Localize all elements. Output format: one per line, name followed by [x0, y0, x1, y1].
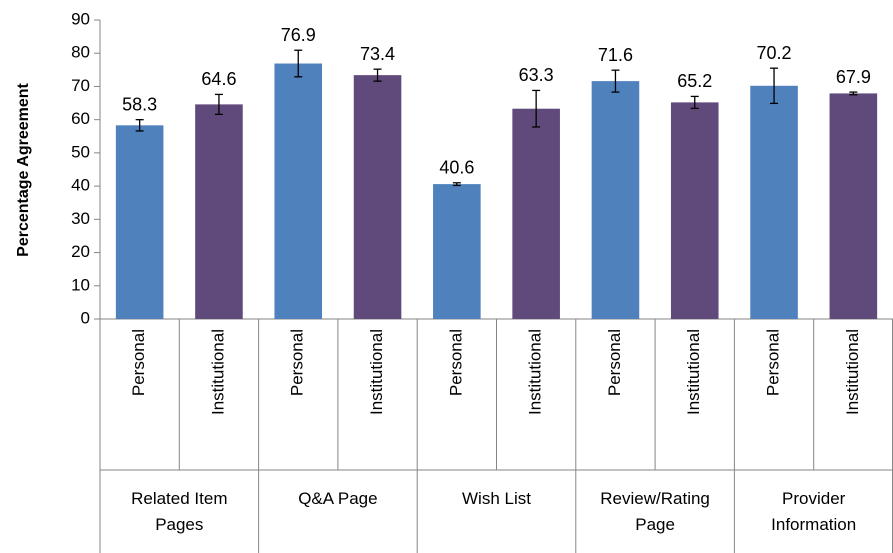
y-axis-title: Percentage Agreement	[15, 82, 32, 256]
bar	[274, 63, 323, 319]
error-bar	[294, 49, 303, 78]
error-bar	[373, 68, 382, 82]
x-tick-label: Institutional	[843, 329, 862, 415]
error-bar	[849, 91, 858, 96]
data-label: 76.9	[281, 25, 316, 45]
error-bar	[770, 67, 779, 105]
data-label: 65.2	[677, 71, 712, 91]
data-label: 63.3	[519, 65, 554, 85]
group-label: Q&A Page	[298, 489, 378, 508]
y-tick-label: 20	[71, 242, 90, 261]
x-tick-label: Personal	[605, 329, 624, 396]
y-tick-label: 10	[71, 275, 90, 294]
error-bar	[214, 93, 223, 116]
bar	[591, 81, 640, 319]
y-tick-label: 0	[81, 308, 90, 327]
bar	[195, 104, 243, 319]
y-tick-label: 30	[71, 209, 90, 228]
group-label: Review/Rating Page	[600, 489, 710, 534]
error-bar	[690, 95, 699, 110]
y-tick-label: 90	[71, 9, 90, 28]
group-label: Provider Information	[771, 489, 857, 534]
y-tick-label: 70	[71, 76, 90, 95]
bar	[670, 102, 719, 319]
y-tick-label: 80	[71, 43, 90, 62]
bar	[750, 85, 798, 319]
error-bar	[135, 119, 144, 132]
x-tick-label: Personal	[288, 329, 307, 396]
data-label: 67.9	[836, 67, 871, 87]
x-tick-label: Personal	[129, 329, 148, 396]
group-label: Wish List	[462, 489, 531, 508]
data-label: 58.3	[122, 94, 157, 114]
data-label: 40.6	[439, 158, 474, 178]
error-bar	[611, 69, 620, 93]
bar	[829, 93, 878, 319]
x-tick-label: Institutional	[208, 329, 227, 415]
data-label: 73.4	[360, 44, 395, 64]
bar	[512, 108, 560, 319]
x-tick-label: Personal	[764, 329, 783, 396]
x-tick-label: Personal	[446, 329, 465, 396]
group-label: Related Item Pages	[131, 489, 228, 534]
bar	[353, 75, 402, 319]
bar	[115, 125, 164, 319]
error-bar	[452, 182, 461, 187]
x-tick-label: Institutional	[367, 329, 386, 415]
y-tick-label: 50	[71, 142, 90, 161]
data-label: 64.6	[201, 69, 236, 89]
error-bar	[532, 89, 541, 128]
bar	[433, 184, 481, 319]
y-tick-label: 60	[71, 109, 90, 128]
x-tick-label: Institutional	[526, 329, 545, 415]
y-tick-label: 40	[71, 176, 90, 195]
data-label: 71.6	[598, 45, 633, 65]
x-tick-label: Institutional	[684, 329, 703, 415]
data-label: 70.2	[757, 43, 792, 63]
